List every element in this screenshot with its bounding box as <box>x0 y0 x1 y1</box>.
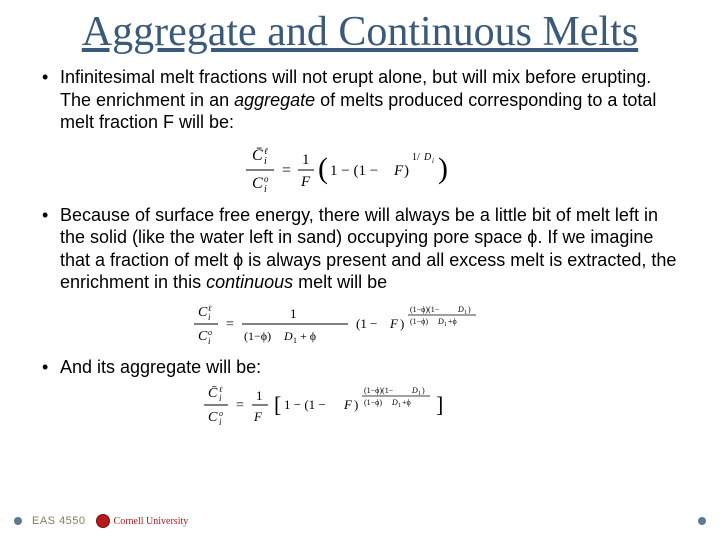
bullet-1-em: aggregate <box>234 90 315 110</box>
svg-text:1: 1 <box>398 403 401 409</box>
svg-text:1: 1 <box>256 388 263 403</box>
svg-text:(1 −: (1 − <box>356 316 377 331</box>
svg-text:): ) <box>400 316 404 331</box>
svg-text:C̄: C̄ <box>252 147 263 164</box>
svg-text:(1−ϕ): (1−ϕ) <box>364 398 382 407</box>
svg-text:1: 1 <box>293 336 297 345</box>
footer: EAS 4550 Cornell University <box>0 510 720 532</box>
svg-text:o: o <box>264 174 269 184</box>
svg-text:F: F <box>253 409 263 424</box>
svg-text:1 − (1 −: 1 − (1 − <box>284 397 326 412</box>
bullet-list-2: Because of surface free energy, there wi… <box>30 204 690 294</box>
svg-text:]: ] <box>436 392 443 417</box>
svg-text:C: C <box>252 175 263 192</box>
svg-text:C: C <box>208 410 218 425</box>
svg-text:ℓ: ℓ <box>208 304 212 313</box>
equation-1-svg: C̄ i ℓ C i o = 1 F ( 1 − (1 − F ) 1/ <box>230 142 490 198</box>
svg-text:ℓ: ℓ <box>219 385 223 394</box>
equation-3: C̄iℓ Cio = 1 F [ 1 − (1 − F ) (1−ϕ)(1− D… <box>30 382 690 430</box>
svg-text:[: [ <box>274 392 281 417</box>
svg-text:): ) <box>354 397 358 412</box>
svg-text:D: D <box>391 398 398 407</box>
slide-title: Aggregate and Continuous Melts <box>30 10 690 54</box>
svg-text:+ ϕ: + ϕ <box>300 329 316 343</box>
bullet-3: And its aggregate will be: <box>38 356 682 379</box>
svg-text:1: 1 <box>302 152 310 168</box>
svg-text:C: C <box>198 305 208 320</box>
svg-text:D: D <box>411 386 418 395</box>
equation-3-svg: C̄iℓ Cio = 1 F [ 1 − (1 − F ) (1−ϕ)(1− D… <box>190 382 530 428</box>
svg-text:i: i <box>264 156 267 167</box>
svg-text:(1−ϕ)(1−: (1−ϕ)(1− <box>364 386 394 395</box>
svg-text:i: i <box>432 157 434 165</box>
svg-text:ℓ: ℓ <box>264 146 268 156</box>
svg-text:D: D <box>437 317 444 326</box>
svg-text:(1−ϕ): (1−ϕ) <box>244 329 271 343</box>
svg-text:o: o <box>208 328 212 337</box>
svg-text:i: i <box>264 184 267 195</box>
svg-text:): ) <box>468 305 471 314</box>
svg-text:F: F <box>389 316 399 331</box>
footer-left: EAS 4550 Cornell University <box>14 514 188 528</box>
svg-text:i: i <box>208 312 211 322</box>
svg-text:i: i <box>219 417 222 427</box>
svg-text:i: i <box>219 393 222 403</box>
svg-text:=: = <box>236 398 244 413</box>
svg-text:1 − (1 −: 1 − (1 − <box>330 163 378 179</box>
svg-text:o: o <box>219 409 223 418</box>
university-name: Cornell University <box>114 516 189 527</box>
bullet-list: Infinitesimal melt fractions will not er… <box>30 66 690 134</box>
svg-text:D: D <box>283 329 293 343</box>
svg-text:F: F <box>393 163 404 179</box>
equation-1: C̄ i ℓ C i o = 1 F ( 1 − (1 − F ) 1/ <box>30 142 690 200</box>
course-code: EAS 4550 <box>32 515 86 527</box>
svg-text:D: D <box>457 305 464 314</box>
svg-text:=: = <box>226 317 234 332</box>
svg-text:i: i <box>208 336 211 346</box>
svg-text:(1−ϕ)(1−: (1−ϕ)(1− <box>410 305 440 314</box>
bullet-2-em: continuous <box>206 272 293 292</box>
svg-text:(1−ϕ): (1−ϕ) <box>410 317 428 326</box>
equation-2: Ciℓ Cio = 1 (1−ϕ) D1 + ϕ (1 − F ) (1−ϕ)(… <box>30 300 690 350</box>
cornell-seal-icon <box>96 514 110 528</box>
equation-2-svg: Ciℓ Cio = 1 (1−ϕ) D1 + ϕ (1 − F ) (1−ϕ)(… <box>180 300 540 348</box>
svg-text:): ) <box>438 152 448 185</box>
slide: Aggregate and Continuous Melts Infinites… <box>0 0 720 540</box>
svg-text:D: D <box>423 152 432 163</box>
svg-text:+ϕ: +ϕ <box>448 317 457 326</box>
svg-text:+ϕ: +ϕ <box>402 398 411 407</box>
svg-text:1: 1 <box>290 306 297 321</box>
svg-text:(: ( <box>318 152 328 185</box>
bullet-2: Because of surface free energy, there wi… <box>38 204 682 294</box>
bullet-1: Infinitesimal melt fractions will not er… <box>38 66 682 134</box>
svg-text:1: 1 <box>444 322 447 328</box>
svg-text:1/: 1/ <box>412 152 420 163</box>
svg-text:): ) <box>422 386 425 395</box>
footer-dot-right-icon <box>698 517 706 525</box>
svg-text:F: F <box>300 174 311 190</box>
svg-text:C̄: C̄ <box>208 386 218 401</box>
bullet-list-3: And its aggregate will be: <box>30 356 690 379</box>
svg-text:F: F <box>343 397 353 412</box>
svg-text:): ) <box>404 163 409 179</box>
footer-dot-left-icon <box>14 517 22 525</box>
bullet-2-post: melt will be <box>293 272 387 292</box>
university-mark: Cornell University <box>96 514 189 528</box>
svg-text:C: C <box>198 329 208 344</box>
svg-text:=: = <box>282 162 291 179</box>
